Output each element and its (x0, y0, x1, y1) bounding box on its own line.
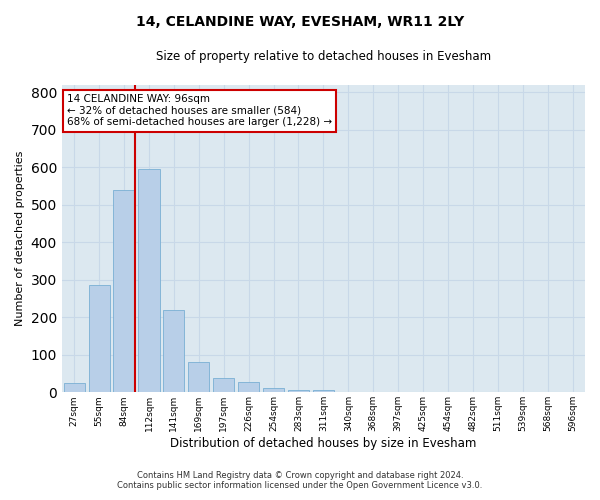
X-axis label: Distribution of detached houses by size in Evesham: Distribution of detached houses by size … (170, 437, 476, 450)
Bar (188, 362, 209, 392)
Bar (163, 310, 184, 392)
Bar (313, 390, 334, 392)
Bar (113, 190, 134, 392)
Bar (238, 382, 259, 392)
Bar (288, 390, 309, 392)
Bar (213, 378, 235, 392)
Title: Size of property relative to detached houses in Evesham: Size of property relative to detached ho… (156, 50, 491, 63)
Bar (139, 170, 160, 392)
Bar (263, 388, 284, 392)
Bar (64, 383, 85, 392)
Y-axis label: Number of detached properties: Number of detached properties (15, 151, 25, 326)
Text: 14 CELANDINE WAY: 96sqm
← 32% of detached houses are smaller (584)
68% of semi-d: 14 CELANDINE WAY: 96sqm ← 32% of detache… (67, 94, 332, 128)
Bar (89, 286, 110, 393)
Text: 14, CELANDINE WAY, EVESHAM, WR11 2LY: 14, CELANDINE WAY, EVESHAM, WR11 2LY (136, 15, 464, 29)
Text: Contains HM Land Registry data © Crown copyright and database right 2024.
Contai: Contains HM Land Registry data © Crown c… (118, 470, 482, 490)
